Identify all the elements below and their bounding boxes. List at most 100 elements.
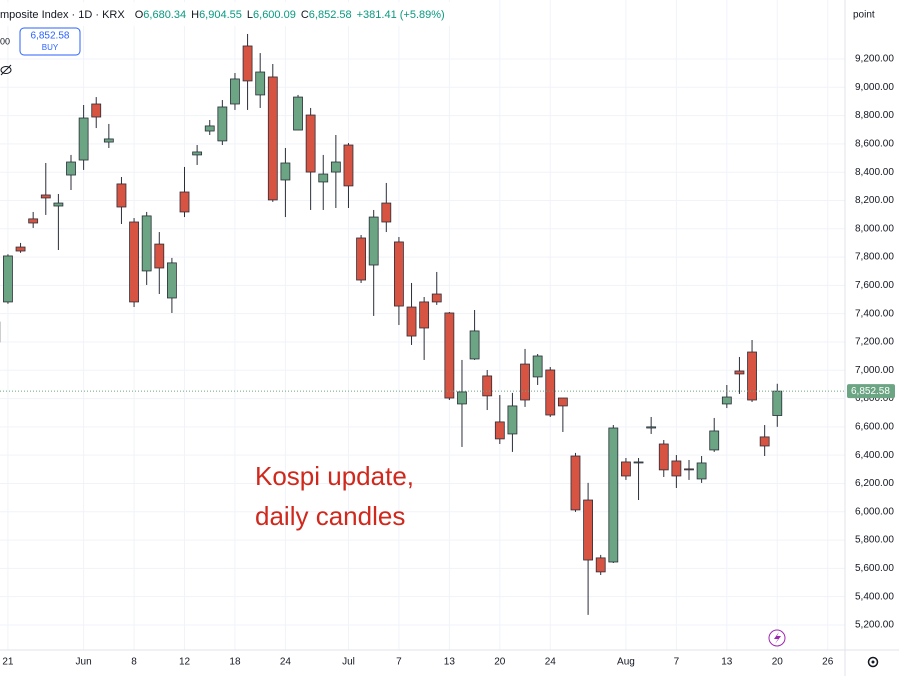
x-tick-label: 26	[822, 657, 834, 668]
legend-change: +381.41 (+5.89%)	[357, 9, 445, 21]
buy-label[interactable]: BUY	[42, 43, 59, 52]
alert-icon[interactable]	[768, 629, 786, 647]
header: mposite Index · 1D · KRX O6,680.34 H6,904.…	[0, 2, 480, 26]
x-tick-label: 8	[131, 657, 137, 668]
candle-body	[53, 202, 64, 207]
y-tick-label: 8,200.00	[855, 195, 894, 206]
candle-body	[15, 246, 26, 252]
candle-body	[204, 125, 215, 132]
candle-body	[255, 71, 266, 96]
candle-body	[671, 460, 682, 477]
legend-key: H	[191, 9, 199, 21]
candle-body	[368, 216, 379, 266]
candle-body	[179, 191, 190, 213]
candle-body	[545, 369, 556, 416]
scale-button-label[interactable]: point	[853, 10, 875, 21]
legend-key: C	[301, 9, 309, 21]
buy-button[interactable]	[19, 27, 81, 56]
candle-body	[431, 293, 442, 303]
candle-body	[772, 390, 783, 416]
y-tick-label: 6,400.00	[855, 450, 894, 461]
candle-body	[66, 161, 76, 176]
candle-body	[507, 405, 518, 435]
y-tick-label: 7,200.00	[855, 337, 894, 348]
candle-body	[116, 183, 127, 208]
candle-body	[40, 194, 51, 199]
y-tick-label: 6,000.00	[855, 506, 894, 517]
last-price-label: 6,852.58	[851, 386, 890, 397]
partial-label: 00	[0, 36, 10, 46]
candle-body	[658, 443, 669, 471]
symbol: mposite Index · 1D · KRX	[0, 9, 125, 21]
x-tick-label: 13	[721, 657, 733, 668]
candle-body	[141, 215, 152, 272]
candle-body	[293, 96, 303, 131]
y-tick-label: 6,800.00	[855, 393, 894, 404]
candle-body	[747, 351, 757, 401]
y-tick-label: 5,600.00	[855, 563, 894, 574]
y-tick-label: 5,200.00	[855, 620, 894, 631]
candle-body	[608, 427, 619, 563]
candle-body	[242, 45, 253, 82]
x-tick-label: 18	[229, 657, 241, 668]
candle-body	[167, 262, 177, 299]
candle-body	[280, 162, 291, 181]
x-tick-label: 13	[444, 657, 456, 668]
scale-button[interactable]	[848, 3, 896, 25]
legend-key: L	[247, 9, 253, 21]
y-tick-label: 8,000.00	[855, 223, 894, 234]
candle-body	[583, 499, 593, 561]
y-tick-label: 7,000.00	[855, 365, 894, 376]
x-tick-label: 7	[396, 657, 402, 668]
candle-body	[78, 117, 89, 161]
annotation-line: Kospi update,	[255, 461, 414, 491]
candle-body	[684, 468, 694, 471]
annotation-line: daily candles	[255, 501, 405, 531]
x-tick-label: 24	[545, 657, 557, 668]
candle-body	[192, 151, 203, 156]
legend-value: 6,600.09	[253, 9, 296, 21]
candle-body	[457, 391, 467, 405]
y-tick-label: 7,400.00	[855, 308, 894, 319]
legend-value: 6,904.55	[199, 9, 242, 21]
candle-body	[267, 76, 278, 201]
candle-body	[759, 436, 770, 447]
candle-body	[696, 462, 707, 480]
candle-body	[570, 455, 581, 511]
y-tick-label: 8,600.00	[855, 139, 894, 150]
candle-body	[318, 173, 329, 183]
x-tick-label: Jun	[76, 657, 92, 668]
candle-body	[444, 312, 455, 399]
legend-key: O	[135, 9, 144, 21]
candle-body	[595, 557, 606, 573]
candle-body	[230, 78, 240, 105]
y-tick-label: 9,200.00	[855, 54, 894, 65]
y-tick-label: 5,400.00	[855, 591, 894, 602]
candle-body	[381, 202, 392, 223]
candle-body	[3, 255, 13, 303]
grid	[0, 0, 845, 650]
x-tick-label: 24	[280, 657, 292, 668]
legend-value: 6,680.34	[143, 9, 186, 21]
candle-body	[633, 461, 644, 464]
x-tick-label: 20	[772, 657, 784, 668]
y-tick-label: 7,800.00	[855, 252, 894, 263]
candle-body	[646, 426, 657, 429]
buy-price[interactable]: 6,852.58	[31, 31, 70, 42]
x-tick-label: Jul	[342, 657, 355, 668]
candle-body	[621, 461, 631, 477]
y-tick-label: 8,400.00	[855, 167, 894, 178]
settings-icon[interactable]	[867, 656, 879, 668]
overlay: 00 point 6,852.58 BUY Kospi update, dail…	[0, 3, 896, 668]
candle-body	[482, 375, 493, 397]
candle-body	[419, 301, 430, 329]
candle-body	[91, 103, 102, 118]
x-tick-label: 7	[674, 657, 680, 668]
y-tick-label: 9,000.00	[855, 82, 894, 93]
candle-body	[356, 237, 366, 281]
hide-icon[interactable]	[0, 64, 12, 76]
x-tick-label: 20	[494, 657, 506, 668]
legend: mposite Index · 1D · KRX O6,680.34 H6,904.…	[0, 9, 445, 21]
x-tick-label: 21	[2, 657, 14, 668]
